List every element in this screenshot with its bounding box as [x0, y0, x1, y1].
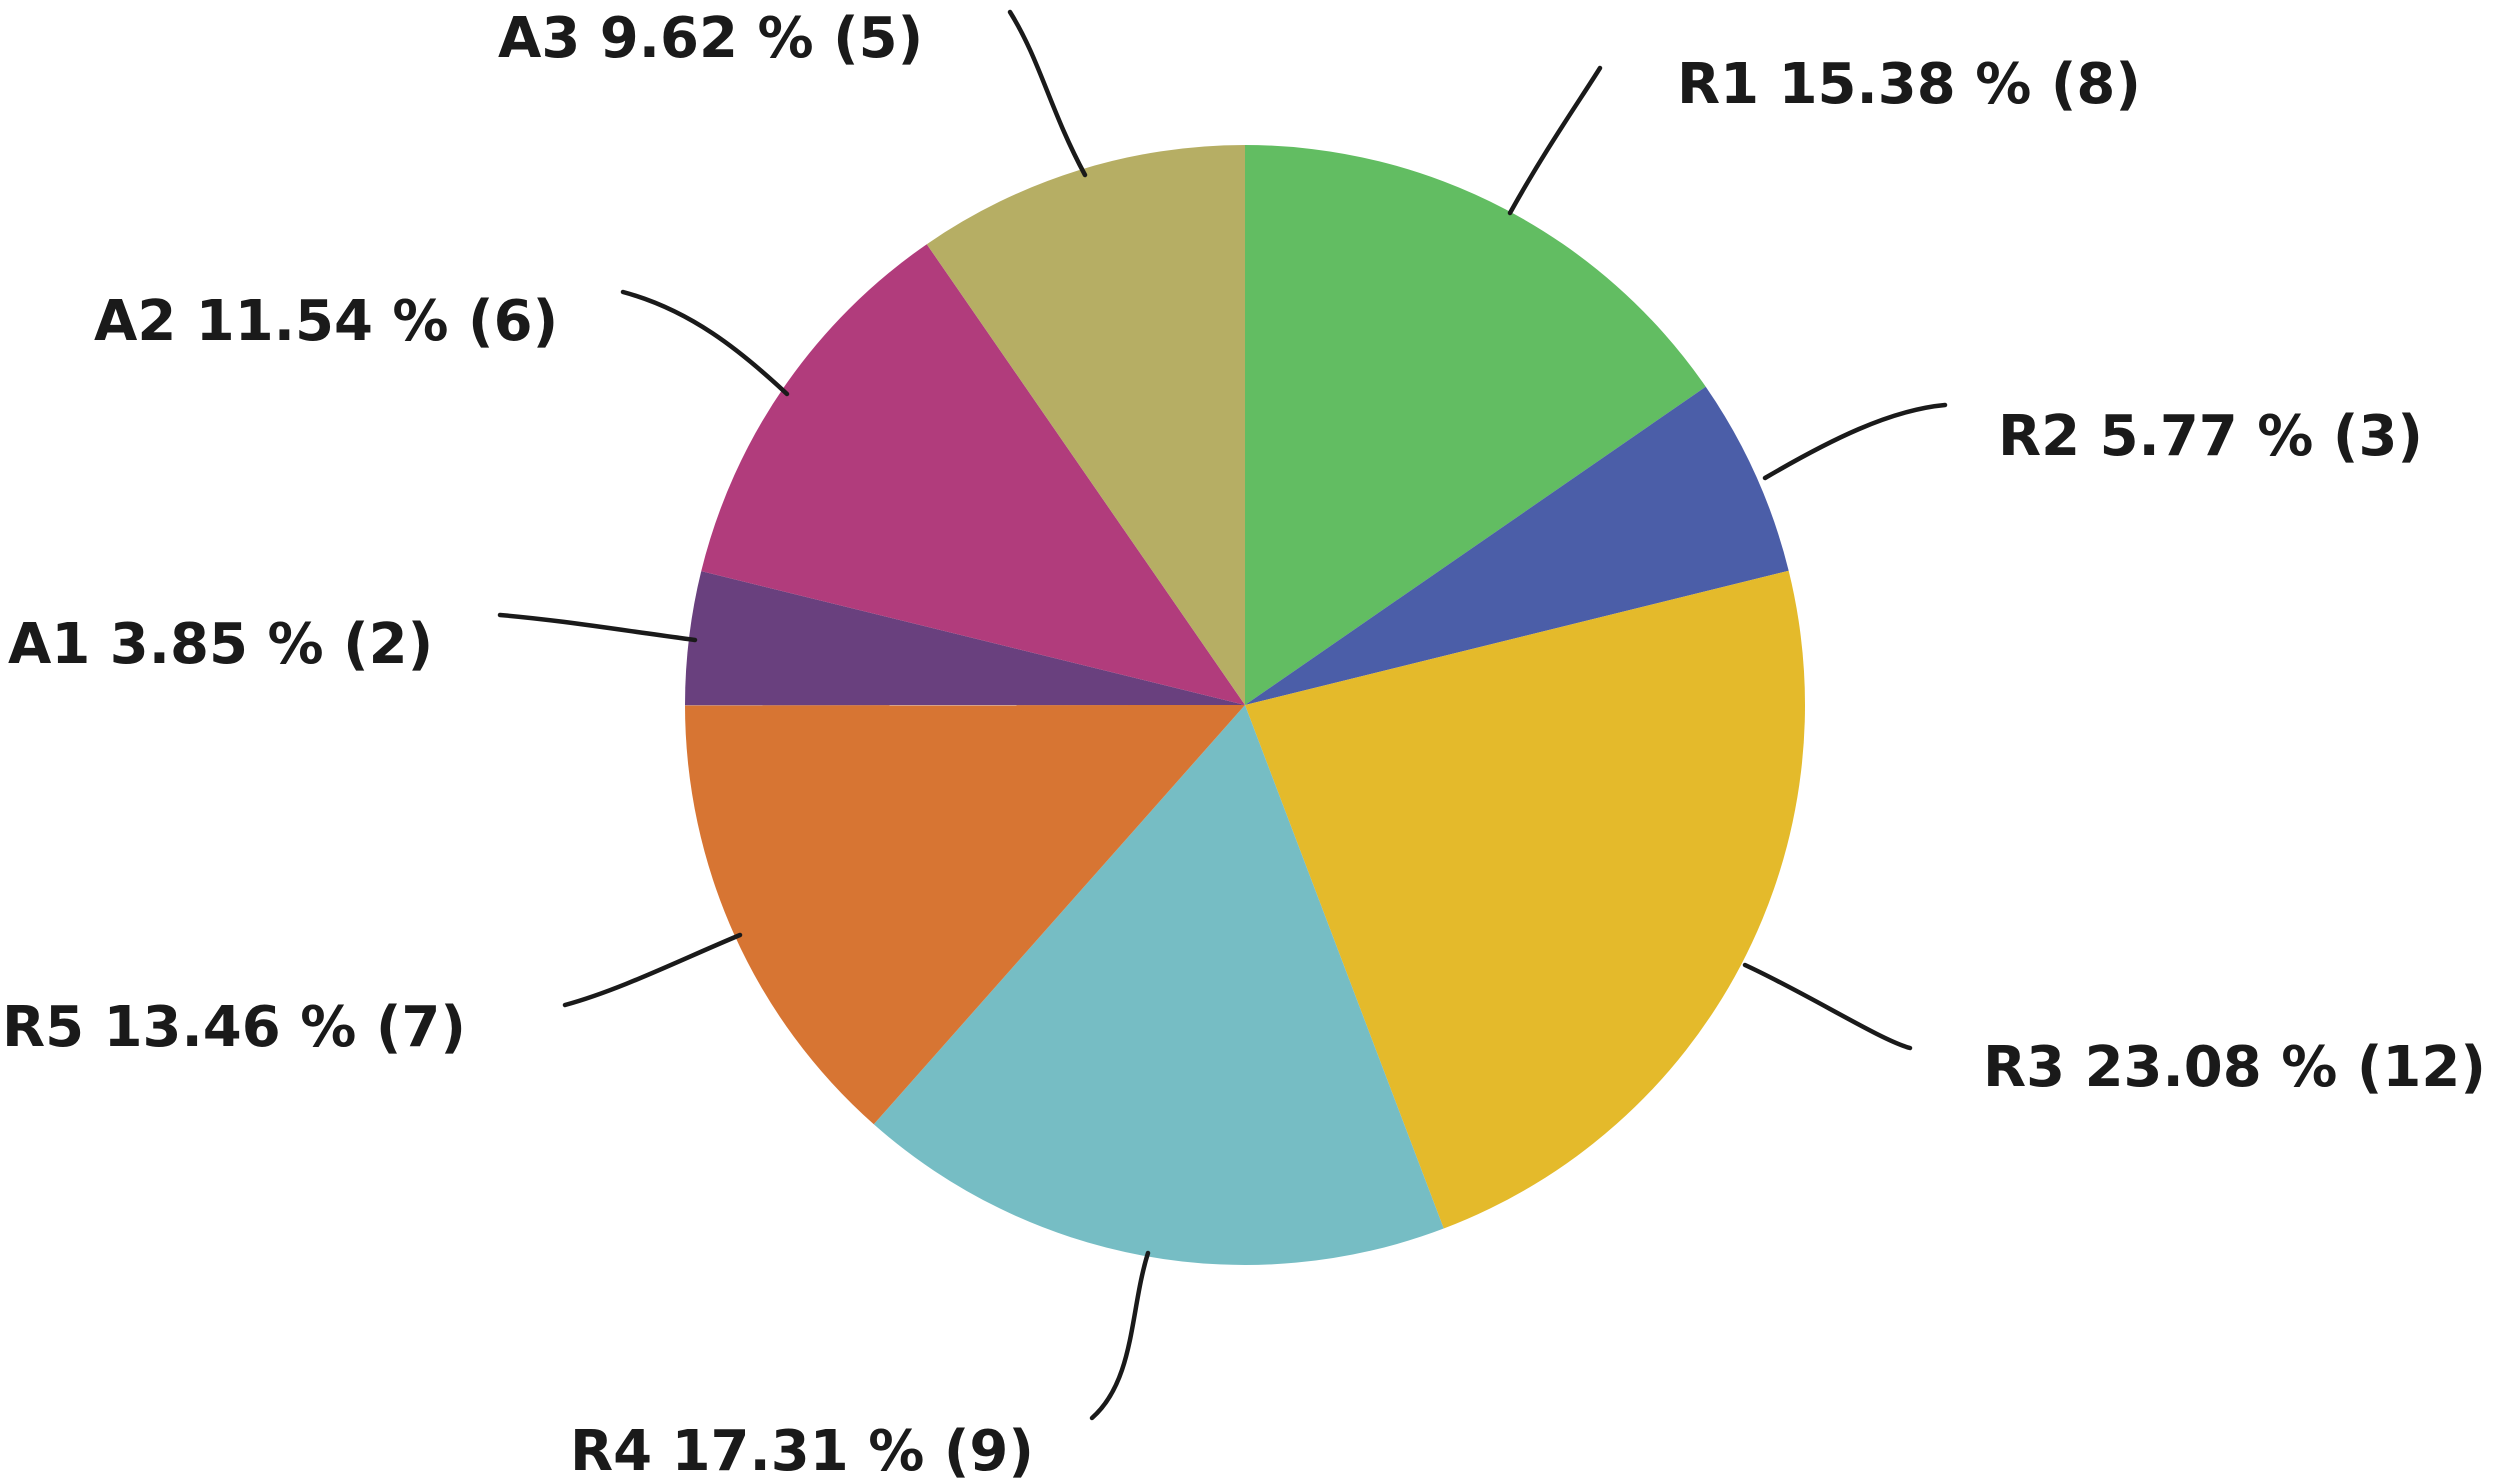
leader-line-a3 [1007, 9, 1088, 178]
slice-label-r5: R5 13.46 % (7) [2, 995, 466, 1060]
pie-slice-r4 [873, 705, 1444, 1265]
pie-slices [684, 145, 1806, 1265]
leader-line-r3 [1742, 962, 1913, 1051]
slice-label-r1: R1 15.38 % (8) [1677, 52, 2141, 117]
pie-slice-r5 [685, 705, 1245, 1125]
pie-slice-r1 [1245, 145, 1706, 705]
slice-label-a3: A3 9.62 % (5) [498, 6, 923, 71]
leader-line-a1 [497, 612, 698, 643]
pie-slice-r3 [1245, 570, 1806, 1229]
pie-slice-a1 [684, 571, 1245, 706]
leader-line-r1 [1507, 65, 1603, 216]
slice-label-a2: A2 11.54 % (6) [94, 289, 558, 354]
slice-labels: R1 15.38 % (8) R2 5.77 % (3) R3 23.08 % … [2, 6, 2486, 1483]
leader-line-a2 [620, 289, 790, 397]
slice-label-r2: R2 5.77 % (3) [1998, 404, 2423, 469]
leader-line-r2 [1762, 402, 1948, 481]
slice-label-r3: R3 23.08 % (12) [1983, 1035, 2486, 1100]
leader-line-r4 [1089, 1250, 1151, 1421]
leader-line-r5 [562, 932, 743, 1008]
pie-slice-a3 [926, 145, 1245, 705]
label-leader-lines [497, 9, 1948, 1421]
pie-slice-r2 [1245, 386, 1789, 705]
slice-label-r4: R4 17.31 % (9) [570, 1419, 1034, 1483]
slice-label-a1: A1 3.85 % (2) [8, 612, 433, 677]
pie-slice-a2 [701, 244, 1245, 705]
